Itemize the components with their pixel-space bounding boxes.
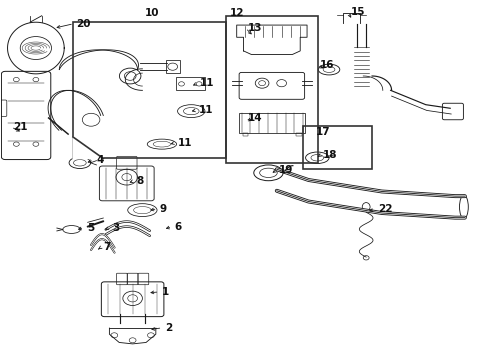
Text: 11: 11 bbox=[177, 138, 192, 148]
Text: 5: 5 bbox=[87, 223, 94, 233]
Text: 19: 19 bbox=[279, 165, 294, 175]
Bar bbox=[243, 133, 248, 136]
Text: 2: 2 bbox=[165, 323, 172, 333]
Bar bbox=[73, 22, 226, 158]
Polygon shape bbox=[73, 137, 103, 158]
Text: 6: 6 bbox=[174, 222, 182, 231]
Text: 21: 21 bbox=[13, 122, 28, 132]
Text: 16: 16 bbox=[320, 60, 334, 70]
Text: 18: 18 bbox=[323, 150, 338, 160]
Text: 7: 7 bbox=[103, 242, 111, 252]
Text: 22: 22 bbox=[378, 204, 392, 215]
Bar bbox=[296, 133, 302, 136]
Text: 8: 8 bbox=[137, 176, 144, 186]
Text: 12: 12 bbox=[229, 8, 244, 18]
Text: 15: 15 bbox=[350, 7, 365, 17]
Text: 20: 20 bbox=[76, 19, 91, 29]
Text: 14: 14 bbox=[248, 113, 263, 123]
Text: 11: 11 bbox=[199, 105, 214, 115]
Text: 9: 9 bbox=[160, 204, 167, 214]
Text: 13: 13 bbox=[248, 23, 263, 33]
Text: 1: 1 bbox=[162, 287, 169, 297]
Bar bbox=[239, 113, 305, 133]
Text: 17: 17 bbox=[316, 127, 330, 137]
Text: 4: 4 bbox=[97, 155, 104, 165]
Text: 10: 10 bbox=[145, 8, 159, 18]
Bar bbox=[166, 60, 179, 73]
Bar bbox=[226, 16, 318, 163]
Text: 11: 11 bbox=[200, 78, 215, 88]
Bar bbox=[175, 77, 205, 90]
Text: 3: 3 bbox=[112, 223, 120, 233]
Bar bbox=[303, 126, 372, 169]
